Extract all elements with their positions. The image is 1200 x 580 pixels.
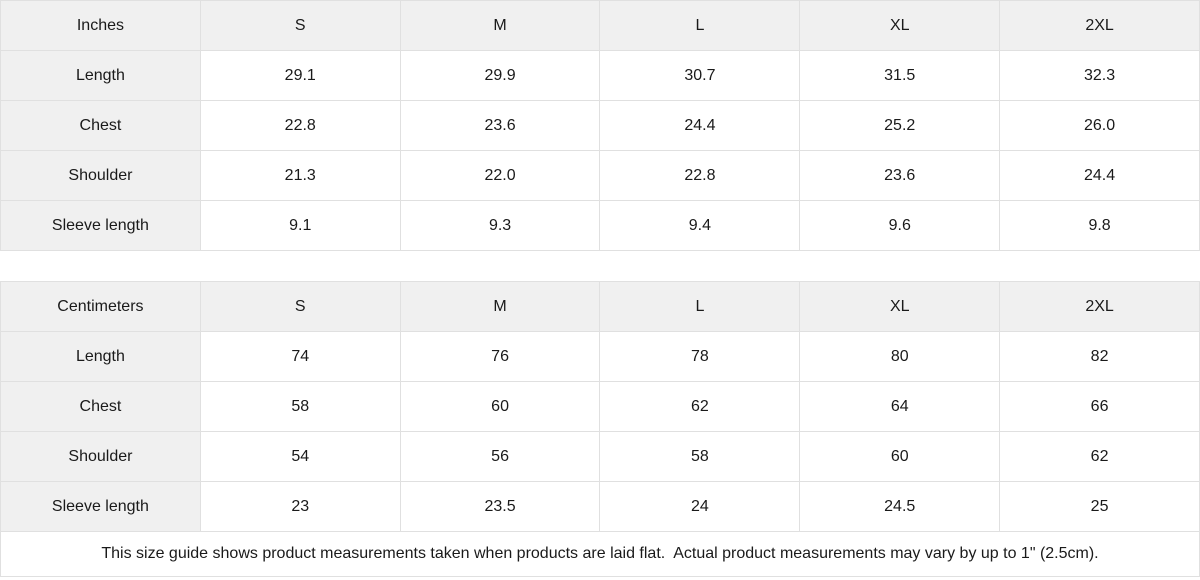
value-cell: 82 [999,331,1200,382]
value-cell: 24.5 [799,481,1001,532]
size-column-header-m: M [399,281,601,332]
unit-header-cell: Inches [0,0,201,51]
value-cell: 23.6 [799,150,1001,201]
value-cell: 58 [199,381,401,432]
inches-header-row: Inches S M L XL 2XL [0,0,1200,51]
value-cell: 29.1 [199,50,401,101]
row-label-cell: Length [0,50,201,101]
value-cell: 62 [999,431,1200,482]
value-cell: 32.3 [999,50,1200,101]
value-cell: 66 [999,381,1200,432]
inches-table: Inches S M L XL 2XL Length 29.1 29.9 30.… [0,0,1200,251]
value-cell: 9.4 [599,200,801,251]
value-cell: 60 [799,431,1001,482]
table-row-sleeve-length: Sleeve length 9.1 9.3 9.4 9.6 9.8 [0,200,1200,251]
table-row-shoulder: Shoulder 21.3 22.0 22.8 23.6 24.4 [0,150,1200,201]
value-cell: 25 [999,481,1200,532]
size-column-header-s: S [199,0,401,51]
value-cell: 29.9 [399,50,601,101]
value-cell: 23 [199,481,401,532]
value-cell: 23.5 [399,481,601,532]
value-cell: 9.1 [199,200,401,251]
unit-header-cell: Centimeters [0,281,201,332]
value-cell: 22.8 [599,150,801,201]
value-cell: 25.2 [799,100,1001,151]
row-label-cell: Chest [0,381,201,432]
row-label-cell: Sleeve length [0,200,201,251]
size-column-header-2xl: 2XL [999,281,1200,332]
size-column-header-s: S [199,281,401,332]
row-label-cell: Shoulder [0,150,201,201]
row-label-cell: Length [0,331,201,382]
value-cell: 31.5 [799,50,1001,101]
value-cell: 74 [199,331,401,382]
table-row-length: Length 29.1 29.9 30.7 31.5 32.3 [0,50,1200,101]
value-cell: 9.6 [799,200,1001,251]
table-gap [0,251,1200,281]
table-row-length: Length 74 76 78 80 82 [0,331,1200,382]
size-column-header-2xl: 2XL [999,0,1200,51]
value-cell: 22.0 [399,150,601,201]
value-cell: 56 [399,431,601,482]
size-guide-note: This size guide shows product measuremen… [0,532,1200,577]
table-row-chest: Chest 22.8 23.6 24.4 25.2 26.0 [0,100,1200,151]
value-cell: 9.3 [399,200,601,251]
value-cell: 60 [399,381,601,432]
value-cell: 58 [599,431,801,482]
value-cell: 78 [599,331,801,382]
size-column-header-xl: XL [799,0,1001,51]
value-cell: 22.8 [199,100,401,151]
row-label-cell: Shoulder [0,431,201,482]
size-column-header-m: M [399,0,601,51]
value-cell: 24.4 [599,100,801,151]
value-cell: 24 [599,481,801,532]
centimeters-header-row: Centimeters S M L XL 2XL [0,281,1200,332]
row-label-cell: Chest [0,100,201,151]
centimeters-table: Centimeters S M L XL 2XL Length 74 76 78… [0,281,1200,532]
size-column-header-l: L [599,281,801,332]
table-row-chest: Chest 58 60 62 64 66 [0,381,1200,432]
value-cell: 76 [399,331,601,382]
value-cell: 30.7 [599,50,801,101]
value-cell: 62 [599,381,801,432]
row-label-cell: Sleeve length [0,481,201,532]
value-cell: 26.0 [999,100,1200,151]
value-cell: 23.6 [399,100,601,151]
size-column-header-l: L [599,0,801,51]
table-row-sleeve-length: Sleeve length 23 23.5 24 24.5 25 [0,481,1200,532]
table-row-shoulder: Shoulder 54 56 58 60 62 [0,431,1200,482]
value-cell: 21.3 [199,150,401,201]
value-cell: 54 [199,431,401,482]
size-column-header-xl: XL [799,281,1001,332]
value-cell: 80 [799,331,1001,382]
value-cell: 9.8 [999,200,1200,251]
value-cell: 24.4 [999,150,1200,201]
value-cell: 64 [799,381,1001,432]
